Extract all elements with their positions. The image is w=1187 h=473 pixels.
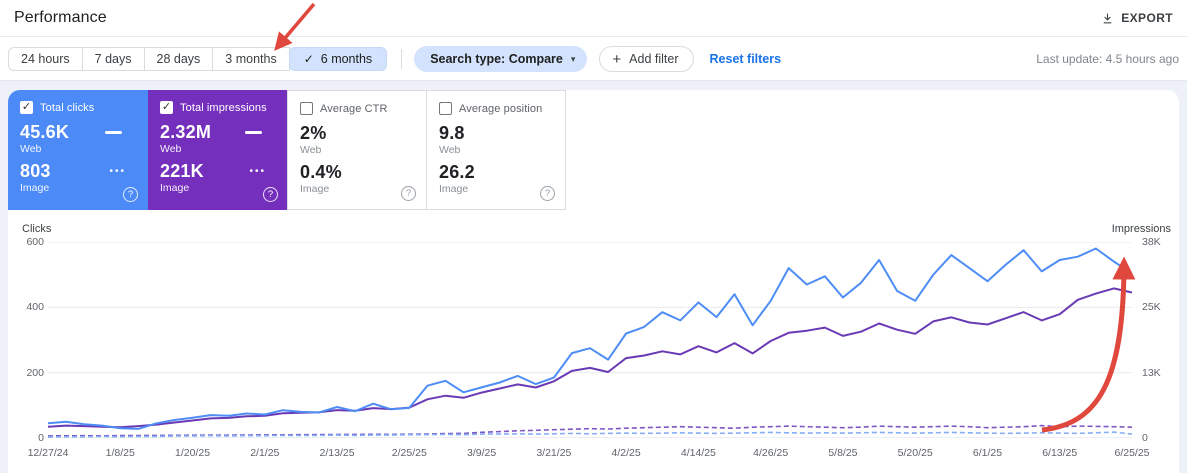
x-tick-label: 3/21/25 <box>536 447 572 459</box>
metric-sublabel: Image <box>160 182 190 194</box>
right-axis-title: Impressions <box>1111 223 1171 235</box>
search-type-dropdown[interactable]: Search type: Compare ▾ <box>414 46 588 72</box>
checkmark-icon: ✓ <box>303 52 314 66</box>
solid-line-legend-icon <box>105 131 122 134</box>
metric-sublabel: Image <box>439 183 469 195</box>
checkbox-checked-icon[interactable]: ✓ <box>20 101 33 114</box>
tab-label: 28 days <box>156 52 201 66</box>
metric-value: 26.2 <box>439 162 475 182</box>
x-tick-label: 5/8/25 <box>828 447 858 459</box>
reset-filters-link[interactable]: Reset filters <box>709 52 782 66</box>
x-axis-labels: 12/27/24 1/8/25 1/20/25 2/1/25 2/13/25 2/25/2… <box>28 447 1150 461</box>
metric-card-average-position[interactable]: Average position 9.8 Web 26.2 Image ? <box>426 90 566 210</box>
metric-value: 9.8 <box>439 123 465 143</box>
y-tick-label: 600 <box>26 236 44 248</box>
x-tick-label: 2/13/25 <box>319 447 355 459</box>
metric-sublabel: Web <box>20 143 42 155</box>
metric-value: 221K <box>160 161 204 181</box>
filter-divider <box>401 49 403 69</box>
check-glyph: ✓ <box>161 101 172 113</box>
add-filter-label: Add filter <box>629 52 679 66</box>
x-tick-label: 4/14/25 <box>680 447 716 459</box>
metric-value: 2.32M <box>160 122 212 142</box>
x-tick-label: 3/9/25 <box>466 447 497 459</box>
tab-28-days[interactable]: 28 days <box>143 47 214 71</box>
metric-card-total-clicks[interactable]: ✓ Total clicks 45.6K Web 803 ••• Image ? <box>8 90 148 210</box>
tab-3-months[interactable]: 3 months <box>212 47 290 71</box>
card-title: Total clicks <box>40 101 95 114</box>
performance-panel: ✓ Total clicks 45.6K Web 803 ••• Image ? … <box>8 90 1179 473</box>
metric-value: 2% <box>300 123 327 143</box>
metric-sublabel: Web <box>160 143 182 155</box>
y-tick-label: 38K <box>1142 236 1161 248</box>
metric-value: 0.4% <box>300 162 342 182</box>
tab-6-months[interactable]: ✓ 6 months <box>288 47 388 71</box>
last-update-text: Last update: 4.5 hours ago <box>1036 52 1179 66</box>
x-tick-label: 2/25/25 <box>391 447 427 459</box>
chart-plot-area <box>48 242 1132 438</box>
dotted-line-legend-icon: ••• <box>109 165 126 177</box>
tab-7-days[interactable]: 7 days <box>81 47 145 71</box>
x-tick-label: 6/25/25 <box>1114 447 1150 459</box>
card-title: Average CTR <box>320 102 388 115</box>
help-icon[interactable]: ? <box>123 187 138 202</box>
metric-value: 803 <box>20 161 51 181</box>
metric-sublabel: Image <box>20 182 50 194</box>
help-icon[interactable]: ? <box>540 186 555 201</box>
tab-label: 24 hours <box>21 52 70 66</box>
x-tick-label: 1/20/25 <box>175 447 211 459</box>
x-tick-label: 4/2/25 <box>611 447 641 459</box>
checkbox-empty-icon[interactable] <box>439 102 452 115</box>
checkbox-empty-icon[interactable] <box>300 102 313 115</box>
filter-bar: 24 hours 7 days 28 days 3 months ✓ 6 mon… <box>0 38 1187 81</box>
page-title: Performance <box>14 9 107 26</box>
tab-24-hours[interactable]: 24 hours <box>8 47 83 71</box>
download-icon <box>1101 12 1114 25</box>
x-tick-label: 6/13/25 <box>1042 447 1078 459</box>
export-label: EXPORT <box>1121 11 1173 25</box>
metric-card-average-ctr[interactable]: Average CTR 2% Web 0.4% Image ? <box>287 90 427 210</box>
dotted-line-legend-icon: ••• <box>249 165 266 177</box>
y-tick-label: 25K <box>1142 301 1161 314</box>
plus-icon: + <box>612 50 622 68</box>
export-button[interactable]: EXPORT <box>1101 11 1173 25</box>
x-tick-label: 5/20/25 <box>897 447 933 459</box>
tab-label: 3 months <box>225 52 277 66</box>
x-tick-label: 1/8/25 <box>105 447 135 459</box>
y-tick-label: 200 <box>26 366 44 379</box>
metric-sublabel: Image <box>300 183 330 195</box>
card-title: Total impressions <box>180 101 267 114</box>
solid-line-legend-icon <box>245 131 262 134</box>
help-icon[interactable]: ? <box>263 187 278 202</box>
check-glyph: ✓ <box>21 101 32 113</box>
y-tick-label: 0 <box>1142 431 1148 444</box>
chevron-down-icon: ▾ <box>570 53 576 64</box>
help-icon[interactable]: ? <box>401 186 416 201</box>
x-tick-label: 2/1/25 <box>250 447 280 459</box>
x-tick-label: 6/1/25 <box>972 447 1003 459</box>
y-tick-label: 0 <box>38 431 44 444</box>
page-header: Performance EXPORT <box>0 0 1187 37</box>
x-tick-label: 12/27/24 <box>27 447 69 459</box>
metric-value: 45.6K <box>20 122 70 142</box>
y-tick-label: 13K <box>1142 366 1161 379</box>
left-axis-title: Clicks <box>22 223 52 235</box>
tab-label: 7 days <box>94 52 132 66</box>
search-type-label: Search type: Compare <box>430 52 563 66</box>
metric-sublabel: Web <box>300 144 322 156</box>
metric-sublabel: Web <box>439 144 461 156</box>
metric-card-total-impressions[interactable]: ✓ Total impressions 2.32M Web 221K ••• Im… <box>148 90 288 210</box>
performance-chart: Clicks Impressions 600 400 200 0 38K 25K 13K 0… <box>8 90 1179 473</box>
date-range-tabs: 24 hours 7 days 28 days 3 months ✓ 6 mon… <box>8 47 388 71</box>
checkbox-checked-icon[interactable]: ✓ <box>160 101 173 114</box>
y-tick-label: 400 <box>26 301 44 314</box>
x-tick-label: 4/26/25 <box>753 447 789 459</box>
metric-cards: ✓ Total clicks 45.6K Web 803 ••• Image ? … <box>8 90 1179 210</box>
tab-label: 6 months <box>320 52 373 66</box>
content-area: ✓ Total clicks 45.6K Web 803 ••• Image ? … <box>0 81 1187 473</box>
add-filter-button[interactable]: + Add filter <box>599 46 694 72</box>
card-title: Average position <box>459 102 543 115</box>
